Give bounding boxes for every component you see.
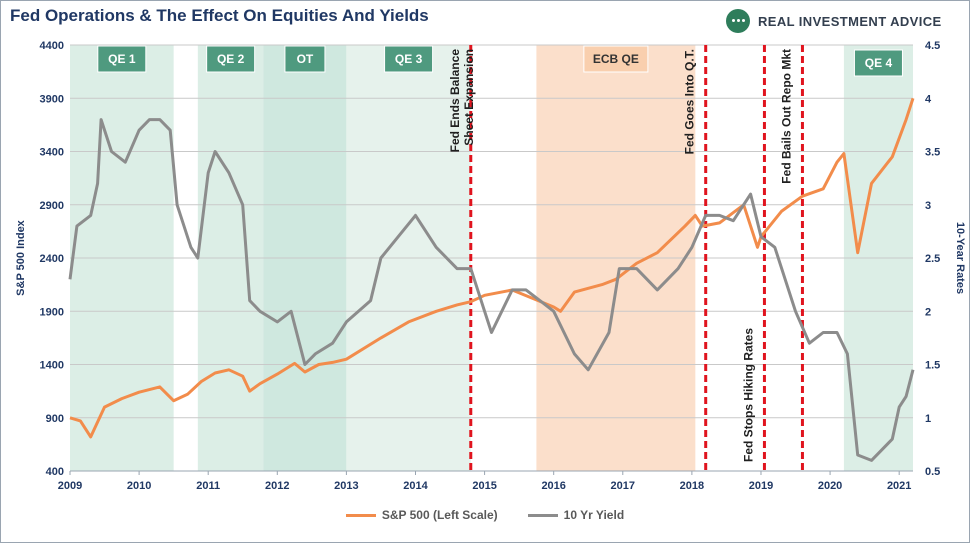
region-label: QE 2 — [217, 52, 245, 66]
region-label-box — [206, 45, 256, 73]
y2-tick-label: 2 — [925, 306, 931, 318]
region-label-box — [384, 45, 434, 73]
x-tick-label: 2014 — [403, 480, 428, 492]
region-label-box — [583, 45, 649, 73]
y-tick-label: 2400 — [40, 253, 64, 265]
region-label-box — [853, 49, 903, 77]
series-line-sp500 — [69, 97, 915, 439]
legend-swatch-sp500 — [345, 513, 376, 517]
y-tick-label: 4400 — [40, 40, 64, 52]
region-label: QE 1 — [108, 52, 136, 66]
legend-label-sp500: S&P 500 (Left Scale) — [381, 508, 498, 522]
x-tick-label: 2017 — [611, 480, 635, 492]
legend-label-10yr: 10 Yr Yield — [563, 508, 625, 522]
region-label-box — [284, 45, 326, 73]
y2-axis-label: 10-Year Rates — [954, 222, 966, 294]
y-tick-label: 3400 — [40, 147, 64, 159]
y-tick-label: 400 — [46, 466, 64, 478]
y2-tick-label: 2.5 — [925, 253, 940, 265]
y-tick-label: 2900 — [40, 200, 64, 212]
x-tick-label: 2013 — [334, 480, 358, 492]
x-tick-label: 2015 — [472, 480, 496, 492]
brand-logo: REAL INVESTMENT ADVICE — [726, 8, 942, 34]
x-tick-label: 2018 — [680, 480, 704, 492]
x-tick-label: 2021 — [887, 480, 911, 492]
y2-tick-label: 3.5 — [925, 147, 940, 159]
y2-tick-label: 1.5 — [925, 360, 940, 372]
legend-swatch-10yr — [527, 513, 558, 517]
event-label: Fed Goes Into Q.T. — [683, 49, 697, 154]
region-label: ECB QE — [593, 52, 639, 66]
x-tick-label: 2009 — [58, 480, 82, 492]
region-label: QE 4 — [865, 56, 893, 70]
x-tick-label: 2020 — [818, 480, 842, 492]
region-label-box — [97, 45, 147, 73]
y2-tick-label: 3 — [925, 200, 931, 212]
brand-name: REAL INVESTMENT ADVICE — [758, 13, 942, 29]
x-tick-label: 2012 — [265, 480, 289, 492]
event-label: Fed Bails Out Repo Mkt — [779, 49, 793, 184]
chat-bubble-icon — [726, 9, 750, 33]
y-tick-label: 1900 — [40, 306, 64, 318]
event-label: Fed Stops Hiking Rates — [741, 328, 755, 462]
series-line-10yr — [68, 118, 915, 462]
y2-tick-label: 0.5 — [925, 466, 940, 478]
x-tick-label: 2016 — [541, 480, 565, 492]
chart-title: Fed Operations & The Effect On Equities … — [10, 6, 429, 25]
event-label: Sheet Expansion — [462, 49, 476, 146]
y-tick-label: 1400 — [40, 360, 64, 372]
legend-item-10yr: 10 Yr Yield — [527, 508, 625, 522]
legend: S&P 500 (Left Scale) 10 Yr Yield — [0, 508, 970, 522]
y-axis-label: S&P 500 Index — [15, 219, 27, 295]
legend-item-sp500: S&P 500 (Left Scale) — [345, 508, 498, 522]
y2-tick-label: 4.5 — [925, 40, 940, 52]
event-label: Fed Ends Balance — [448, 49, 462, 153]
y-tick-label: 3900 — [40, 93, 64, 105]
y2-tick-label: 1 — [925, 413, 931, 425]
region-label: OT — [297, 52, 314, 66]
x-tick-label: 2011 — [196, 480, 220, 492]
y-tick-label: 900 — [46, 413, 64, 425]
region-label: QE 3 — [395, 52, 423, 66]
x-tick-label: 2019 — [749, 480, 773, 492]
y2-tick-label: 4 — [925, 93, 932, 105]
x-tick-label: 2010 — [127, 480, 151, 492]
